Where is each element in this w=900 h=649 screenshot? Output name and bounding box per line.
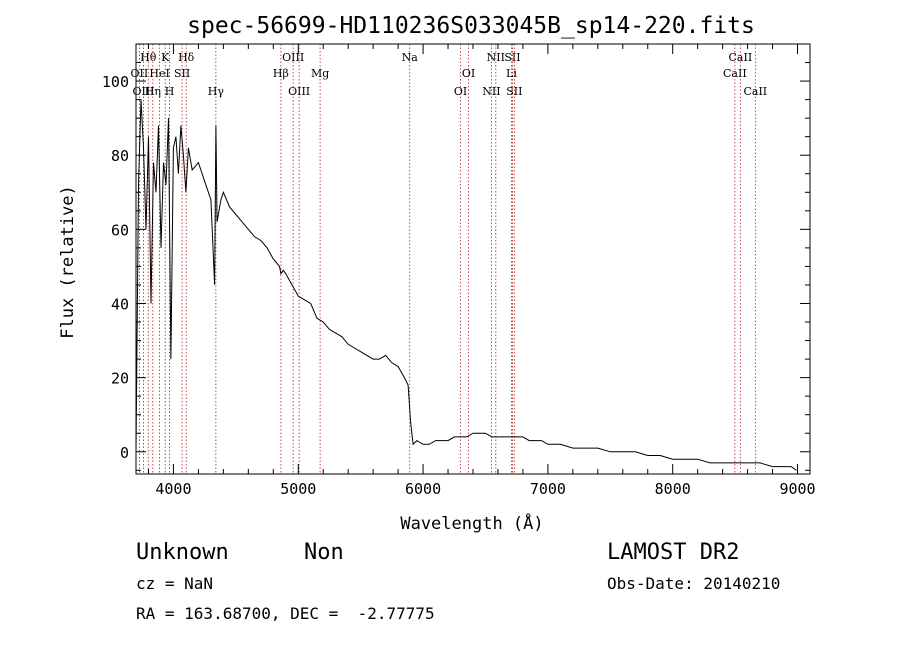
y-tick-label: 80: [111, 147, 129, 165]
line-marker-label: SII: [506, 85, 522, 98]
line-marker-label: NII: [482, 85, 500, 98]
x-tick-label: 7000: [530, 480, 566, 498]
line-marker-label: Hδ: [178, 51, 195, 64]
line-marker-label: Hθ: [140, 51, 157, 64]
object-type: Unknown: [136, 540, 229, 565]
line-marker-label: SII: [174, 67, 190, 80]
line-marker-label: Na: [402, 51, 419, 64]
x-axis-label: Wavelength (Å): [400, 512, 543, 534]
y-tick-label: 100: [102, 73, 129, 91]
axes: 4000 5000 6000 7000 8000 9000 0 20 40 60 80 100: [102, 43, 816, 498]
line-marker-label: CaII: [729, 51, 753, 64]
line-marker-label: Mg: [311, 67, 329, 80]
line-marker-label: OIII: [288, 85, 310, 98]
line-marker-label: Li: [506, 67, 517, 80]
line-marker-label: OI: [462, 67, 475, 80]
y-tick-label: 20: [111, 370, 129, 388]
line-marker-label: Hη: [145, 85, 161, 98]
x-tick-label: 6000: [405, 480, 441, 498]
line-marker-label: CaII: [743, 85, 767, 98]
flux-series-line: [135, 99, 797, 471]
x-tick-label: 4000: [155, 480, 191, 498]
line-marker-label: H: [165, 85, 175, 98]
y-tick-label: 60: [111, 221, 129, 239]
x-tick-label: 8000: [655, 480, 691, 498]
chart-title: spec-56699-HD110236S033045B_sp14-220.fit…: [187, 13, 755, 39]
x-tick-label: 9000: [779, 480, 815, 498]
x-tick-label: 5000: [280, 480, 316, 498]
redshift-value: cz = NaN: [136, 574, 214, 593]
line-marker-label: SII: [504, 51, 520, 64]
line-marker-label: OII: [131, 67, 149, 80]
line-marker-label: OIII: [282, 51, 304, 64]
line-marker-label: OI: [454, 85, 467, 98]
line-marker-label: Hγ: [208, 85, 225, 98]
line-marker-label: NII: [487, 51, 505, 64]
line-marker-label: Hβ: [273, 67, 289, 80]
obs-date: Obs-Date: 20140210: [607, 574, 781, 593]
y-tick-label: 40: [111, 295, 129, 313]
line-marker-label: OIII: [132, 85, 154, 98]
line-marker-label: CaII: [723, 67, 747, 80]
y-axis-label: Flux (relative): [58, 185, 78, 339]
line-marker-label: K: [161, 51, 170, 64]
coordinates: RA = 163.68700, DEC = -2.77775: [136, 604, 435, 623]
y-tick-label: 0: [120, 444, 129, 462]
plot-frame: [135, 43, 811, 475]
survey-label: LAMOST DR2: [607, 540, 740, 565]
object-class: Non: [304, 540, 344, 565]
line-marker-label: HeI: [149, 67, 169, 80]
